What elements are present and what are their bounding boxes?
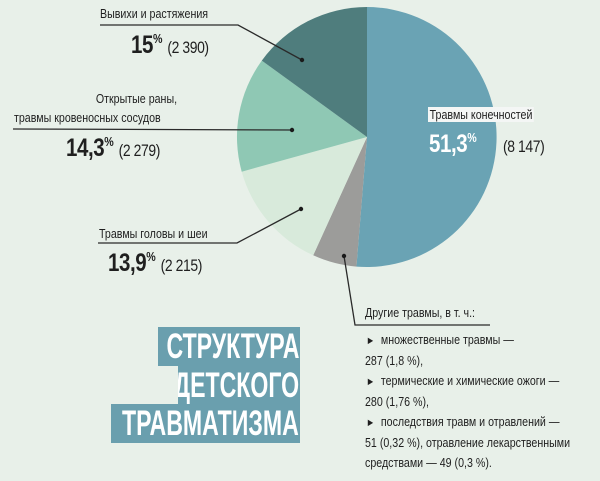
title-text-2: ДЕТСКОГО: [178, 366, 299, 405]
pct-dislocations: 15: [131, 31, 153, 59]
pct-limbs: 51,3: [429, 130, 468, 158]
other-item-burns-value: 280 (1,76 %),: [365, 394, 429, 409]
slice-dislocations[interactable]: [261, 6, 367, 137]
title-text-1: СТРУКТУРА: [166, 327, 299, 366]
label-head-neck: Травмы головы и шеи: [99, 226, 208, 241]
slice-other[interactable]: [313, 137, 367, 267]
other-item-poisoning-value: 51 (0,32 %), отравление лекарственными: [365, 435, 571, 450]
other-item-burns: ► термические и химические ожоги —: [366, 371, 570, 392]
value-dislocations: 15% (2 390): [131, 31, 209, 60]
bullet-triangle-icon: ►: [366, 417, 375, 429]
other-item-multiple-value: 287 (1,8 %),: [365, 353, 424, 368]
pct-wounds: 14,3: [66, 134, 105, 162]
label-dislocations: Вывихи и растяжения: [100, 6, 209, 21]
count-dislocations: (2 390): [167, 38, 209, 57]
title-text-3: ТРАВМАТИЗМА: [122, 404, 299, 443]
slice-head-neck[interactable]: [241, 137, 367, 256]
leader-dots: [289, 57, 347, 259]
value-wounds: 14,3% (2 279): [66, 134, 160, 163]
count-limbs: (8 147): [503, 137, 545, 156]
title-line-2: ДЕТСКОГО: [178, 366, 300, 405]
slice-limbs[interactable]: [356, 7, 497, 267]
title-line-3: ТРАВМАТИЗМА: [111, 404, 300, 443]
pct-head-neck: 13,9: [108, 249, 147, 277]
pct-sign: %: [152, 31, 163, 46]
bullet-triangle-icon: ►: [366, 376, 375, 388]
value-head-neck: 13,9% (2 215): [108, 249, 202, 278]
other-item-text: последствия травм и отравлений —: [380, 414, 560, 429]
count-wounds: (2 279): [118, 141, 161, 160]
count-head-neck: (2 215): [160, 256, 203, 275]
pct-sign: %: [104, 134, 114, 149]
pct-sign: %: [146, 249, 156, 264]
label-wounds-line1: Открытые раны,: [95, 91, 177, 106]
label-wounds-line2: травмы кровеносных сосудов: [14, 110, 161, 125]
label-limbs-text: Травмы конечностей: [428, 107, 535, 122]
pct-sign: %: [467, 130, 477, 145]
other-item-text: множественные травмы —: [380, 332, 514, 347]
leader-lines: [12, 24, 490, 326]
label-limbs: Травмы конечностей: [428, 107, 535, 122]
other-breakdown-list: ► множественные травмы — 287 (1,8 %), ► …: [365, 330, 600, 473]
other-item-poisoning-value-2: средствами — 49 (0,3 %).: [365, 455, 492, 470]
value-limbs: 51,3%: [429, 130, 477, 159]
other-item-text: термические и химические ожоги —: [380, 373, 560, 388]
other-item-poisoning: ► последствия травм и отравлений —: [366, 412, 570, 433]
title-line-1: СТРУКТУРА: [158, 327, 300, 366]
label-other: Другие травмы, в т. ч.:: [365, 305, 476, 320]
count-limbs-wrap: (8 147): [503, 130, 545, 159]
bullet-triangle-icon: ►: [366, 335, 375, 347]
slice-open-wounds[interactable]: [236, 60, 367, 172]
other-item-multiple: ► множественные травмы —: [366, 330, 570, 351]
